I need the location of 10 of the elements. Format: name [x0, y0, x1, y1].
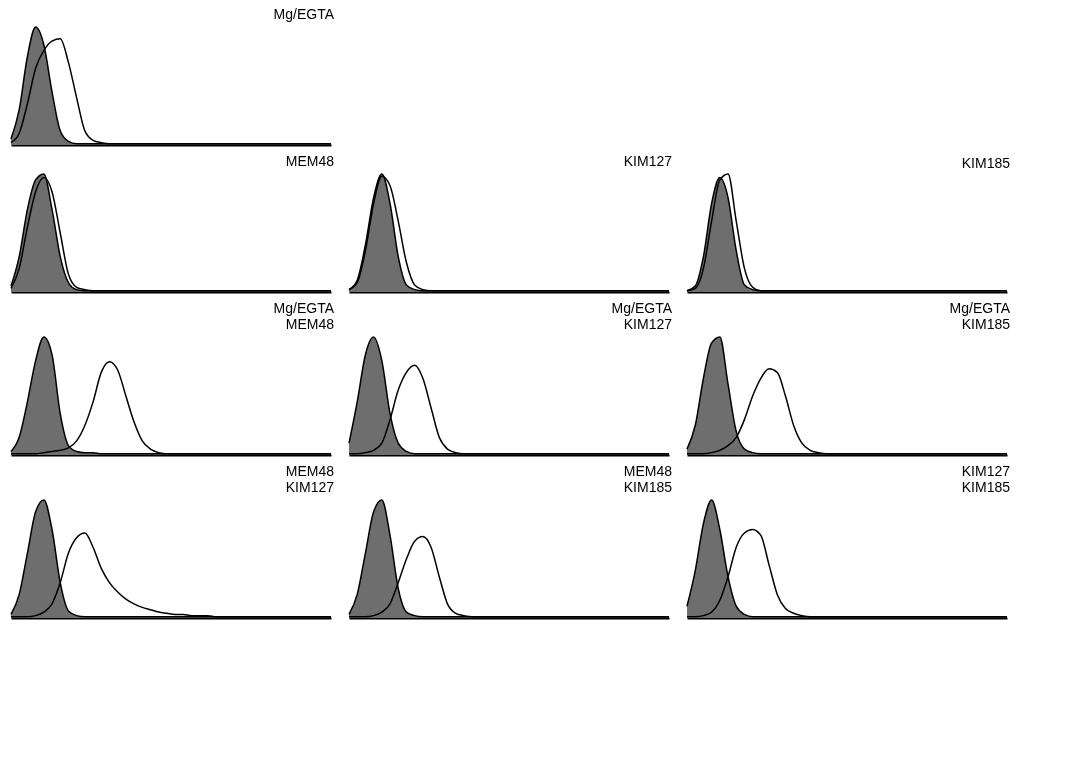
chart-title: KIM127 KIM185	[961, 463, 1011, 495]
chart-title: MEM48 KIM127	[285, 463, 335, 495]
chart-title: KIM127	[623, 153, 673, 169]
chart-title: MEM48	[285, 153, 335, 169]
chart-title: KIM185	[961, 155, 1011, 172]
chart-title: Mg/EGTA KIM127	[611, 300, 673, 332]
chart-title: Mg/EGTA KIM185	[949, 300, 1011, 332]
chart-title: Mg/EGTA MEM48	[273, 300, 335, 332]
chart-title: Mg/EGTA	[273, 6, 335, 22]
chart-title: MEM48 KIM185	[623, 463, 673, 495]
